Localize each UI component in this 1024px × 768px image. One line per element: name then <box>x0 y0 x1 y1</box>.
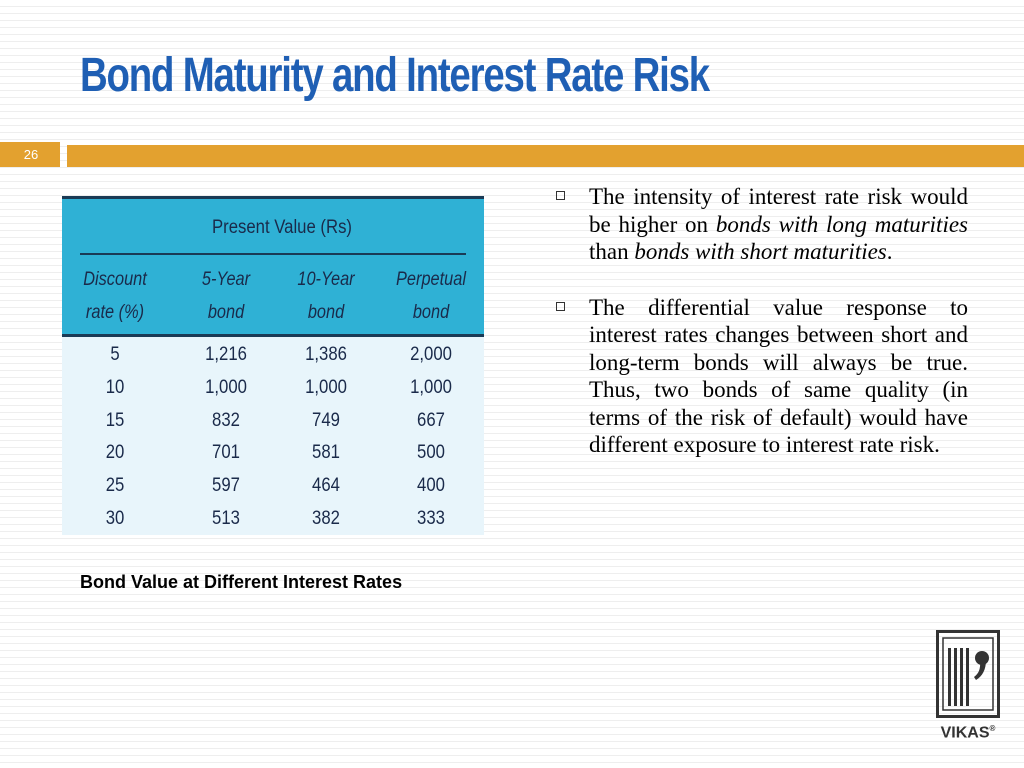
table-caption: Bond Value at Different Interest Rates <box>80 572 403 592</box>
table-row: 15 832 749 667 <box>62 405 484 438</box>
table-cell: 1,216 <box>205 344 247 365</box>
table-cell: 15 <box>105 409 125 431</box>
table-cell: 1,000 <box>205 376 247 398</box>
accent-bar <box>67 145 1024 167</box>
table-cell: 597 <box>212 475 240 497</box>
table-cell: 20 <box>105 442 125 464</box>
table-cell: 333 <box>417 507 445 529</box>
square-bullet-icon <box>556 191 565 200</box>
table-cell: 464 <box>312 475 340 497</box>
bullet-text-segment: The intensity of interest rate risk woul… <box>589 184 968 237</box>
table-header: Present Value (Rs) Discount rate (%) 5-Y… <box>62 196 484 337</box>
table-cell: 10 <box>105 376 125 398</box>
table-cell: 513 <box>212 507 240 529</box>
bullet-text: The differential value response to inter… <box>589 294 968 459</box>
emphasized-text: bonds with long maturities <box>715 211 968 237</box>
vikas-logo: VIKAS® <box>936 630 1000 746</box>
table-cell: 701 <box>212 442 240 464</box>
slide-title: Bond Maturity and Interest Rate Risk <box>80 49 710 102</box>
table-row: 25 597 464 400 <box>62 470 484 503</box>
header-rule <box>80 253 466 255</box>
bullet-item: The differential value response to inter… <box>556 294 968 459</box>
table-cell: 749 <box>312 409 340 431</box>
bullet-item: The intensity of interest rate risk woul… <box>556 183 968 266</box>
table-cell: 5 <box>110 344 120 365</box>
vikas-logo-text: VIKAS® <box>940 724 996 742</box>
bullet-text-segment: The differential value response to inter… <box>589 294 968 458</box>
table-cell: 2,000 <box>410 344 452 365</box>
bond-value-table: Present Value (Rs) Discount rate (%) 5-Y… <box>62 196 484 535</box>
table-row: 20 701 581 500 <box>62 437 484 470</box>
table-body: 5 1,216 1,386 2,000 10 1,000 1,000 1,000 15 832 74… <box>62 339 484 536</box>
vikas-logo-icon <box>936 630 1000 718</box>
emphasized-text: bonds with short maturities <box>634 239 887 264</box>
bullet-text: The intensity of interest rate risk woul… <box>589 183 968 266</box>
table-cell: 1,386 <box>305 344 347 365</box>
slide-number: 26 <box>0 142 60 167</box>
column-header-perpetual: Perpetual bond <box>396 269 466 323</box>
table-cell: 832 <box>212 409 240 431</box>
table-cell: 1,000 <box>305 376 347 398</box>
table-cell: 500 <box>417 442 445 464</box>
bullet-text-segment: . <box>886 239 893 264</box>
column-header-discount-rate: Discount rate (%) <box>83 269 147 323</box>
bullet-text-segment: than <box>589 239 635 264</box>
present-value-header: Present Value (Rs) <box>211 217 353 238</box>
table-cell: 581 <box>312 442 340 464</box>
table-cell: 667 <box>417 409 445 431</box>
table-row: 30 513 382 333 <box>62 503 484 536</box>
square-bullet-icon <box>556 301 565 311</box>
table-row: 10 1,000 1,000 1,000 <box>62 372 484 405</box>
table-cell: 30 <box>105 507 125 529</box>
table-cell: 382 <box>312 507 340 529</box>
table-cell: 25 <box>105 475 125 497</box>
column-header-5-year: 5-Year bond <box>201 269 251 323</box>
table-row: 5 1,216 1,386 2,000 <box>62 339 484 372</box>
table-cell: 400 <box>417 475 445 497</box>
table-cell: 1,000 <box>410 376 452 398</box>
bullet-list: The intensity of interest rate risk woul… <box>556 183 968 487</box>
column-header-10-year: 10-Year bond <box>297 269 355 323</box>
